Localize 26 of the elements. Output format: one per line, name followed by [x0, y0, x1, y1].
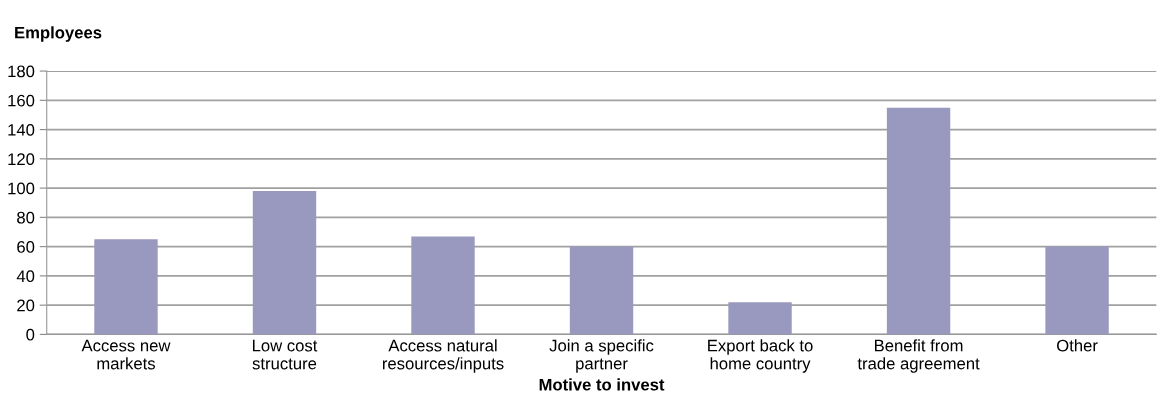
x-tick-label: Access natural resources/inputs [382, 339, 504, 373]
y-tick-label: 20 [17, 299, 35, 312]
y-tick-label: 180 [8, 65, 35, 78]
y-tick-label: 60 [17, 241, 35, 253]
y-tick-label: 80 [17, 211, 35, 224]
bar [252, 191, 317, 335]
y-tick-label: 40 [16, 270, 35, 283]
x-tick-label: Benefit from trade agreement [857, 339, 980, 373]
x-tick-label: Export back to home country [708, 339, 813, 373]
x-tick-label: Join a specific partner [549, 339, 654, 373]
y-tick-label: 120 [8, 153, 35, 166]
bar [569, 246, 634, 335]
bar [1045, 246, 1109, 335]
bar [411, 236, 475, 335]
y-tick-label: 0 [26, 328, 35, 341]
bar [886, 107, 951, 335]
y-tick-label: 100 [8, 182, 35, 195]
bar [94, 239, 158, 335]
x-tick-label: Low cost structure [252, 339, 318, 370]
bar [728, 302, 792, 335]
y-tick-label: 140 [8, 123, 35, 136]
x-tick-label: Other [1057, 339, 1098, 352]
y-tick-label: 160 [8, 94, 35, 107]
y-axis-title: Employees [15, 26, 102, 42]
x-axis-title: Motive to invest [539, 378, 665, 391]
x-tick-label: Access new markets [81, 339, 171, 370]
